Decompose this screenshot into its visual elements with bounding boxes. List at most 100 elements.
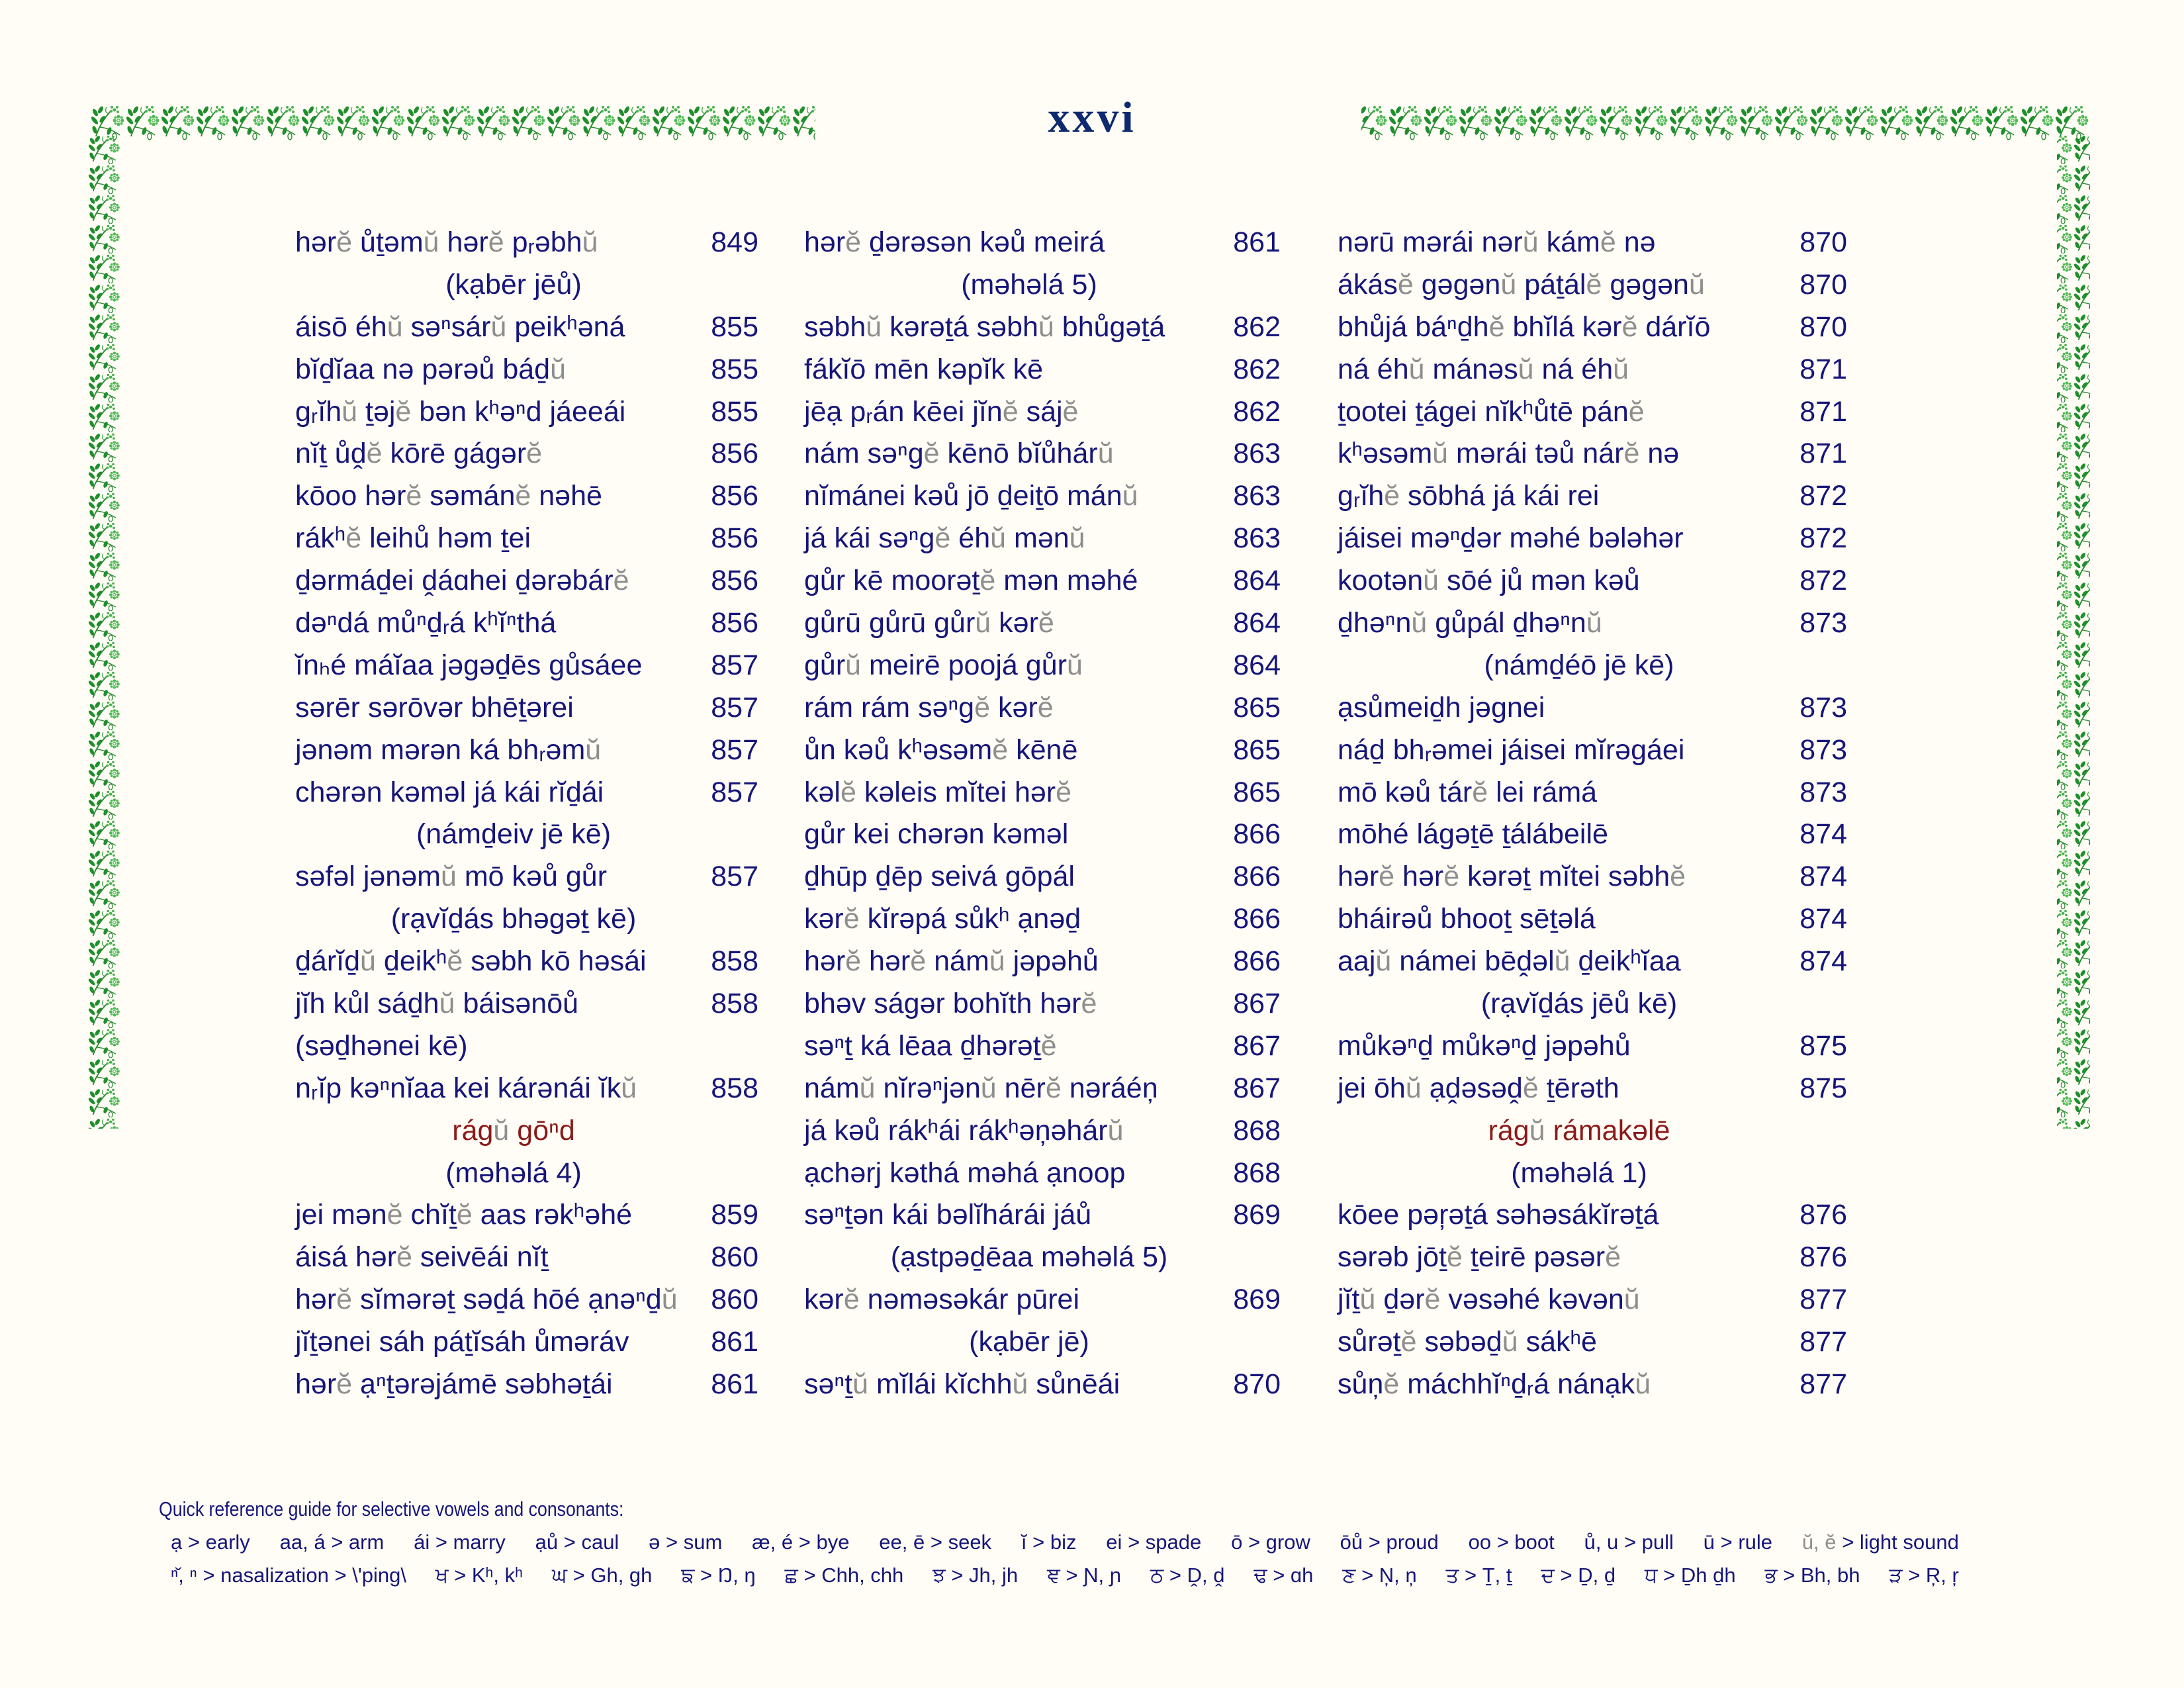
page-reference: 877 [1799, 1368, 1847, 1401]
section-heading: (səḏhənei kē) [295, 1025, 758, 1068]
legend-key: ee, ē [879, 1530, 925, 1554]
legend-item: ə > sum [649, 1530, 722, 1554]
page-reference: 871 [1799, 353, 1847, 385]
legend-key: ŭ, ĕ [1801, 1530, 1837, 1554]
reference-guide-title: Quick reference guide for selective vowe… [159, 1497, 624, 1521]
verse-title: áisá hərĕ seivēái nĭṯ [295, 1241, 549, 1274]
legend-key: ō [1231, 1530, 1243, 1554]
page-reference: 849 [711, 226, 758, 258]
index-entry: gůr kei chərən kəməl 866 [804, 814, 1281, 856]
verse-title: kōoo hərĕ səmánĕ nəhē [295, 480, 602, 512]
page-reference: 867 [1233, 1072, 1281, 1104]
verse-title: já kái səⁿgĕ éhŭ mənŭ [804, 522, 1085, 555]
verse-title: fákĭō mēn kəpĭk kē [804, 353, 1043, 385]
page-reference: 873 [1799, 776, 1847, 808]
index-entry: kootənŭ sōé jů mən kəů 872 [1338, 560, 1847, 602]
legend-key: ੜ [1889, 1564, 1903, 1587]
legend-value: > light sound [1842, 1530, 1959, 1554]
index-entry: jĭṯŭ ḏərĕ vəsəhé kəvənŭ 877 [1338, 1279, 1847, 1321]
page-reference: 856 [711, 565, 758, 597]
legend-item: ạ > early [171, 1530, 250, 1554]
legend-value: > Chh, chh [803, 1564, 904, 1587]
page-reference: 866 [1233, 945, 1281, 978]
index-column-1: hərĕ ůṯəmŭ hərĕ pᵣəbhŭ 849 (kạbēr jēů) áisō… [295, 222, 758, 1406]
verse-title: hərĕ hərĕ kərəṯ mĭtei səbhĕ [1338, 861, 1686, 893]
legend-value: > Gh, gh [572, 1564, 653, 1587]
index-entry: já kəů rákʰái rákʰəņəhárŭ 868 [804, 1110, 1281, 1152]
legend-value: > Ḓ, ḓ [1169, 1564, 1225, 1587]
index-entry: səⁿṯən kái bəlĭhárái jáů 869 [804, 1194, 1281, 1237]
page-reference: 862 [1233, 395, 1281, 428]
page-reference: 870 [1799, 226, 1847, 258]
legend-key: ū [1703, 1530, 1715, 1554]
page-reference: 874 [1799, 861, 1847, 893]
index-entry: rám rám səⁿgĕ kərĕ 865 [804, 687, 1281, 729]
index-entry: ḏárĭḏŭ ḏeikʰĕ səbh kō həsái 858 [295, 941, 758, 983]
verse-title: ạsůmeiḏh jəgnei [1338, 691, 1545, 724]
legend-item: ee, ē > seek [879, 1530, 991, 1554]
index-entry: nĭṯ ůḓĕ kōrē gágərĕ 856 [295, 433, 758, 475]
legend-item: aa, á > arm [280, 1530, 385, 1554]
index-entry: můkəⁿḏ můkəⁿḏ jəpəhů 875 [1338, 1025, 1847, 1068]
index-entry: ḏərmáḏei ḓáɑhei ḏərəbárĕ 856 [295, 560, 758, 602]
verse-title: gůr kē moorəṯĕ mən məhé [804, 565, 1138, 597]
index-entry: sərəb jōṯĕ ṯeirē pəsərĕ 876 [1338, 1237, 1847, 1279]
page-reference: 871 [1799, 438, 1847, 470]
page-reference: 865 [1233, 776, 1281, 808]
index-entry: nərū mərái nərŭ kámĕ nə 870 [1338, 222, 1847, 264]
index-entry: ná éhŭ mánəsŭ ná éhŭ 871 [1338, 349, 1847, 391]
index-entry: hərĕ ůṯəmŭ hərĕ pᵣəbhŭ 849 [295, 222, 758, 264]
index-entry: səfəl jənəmŭ mō kəů gůr 857 [295, 856, 758, 898]
legend-item: ĭ > biz [1021, 1530, 1077, 1554]
page-reference: 857 [711, 691, 758, 724]
verse-title: jei ōhŭ ạḓəsəḓĕ ṯērəth [1338, 1072, 1619, 1104]
legend-key: ਙ [681, 1564, 695, 1587]
legend-value: > nasalization > \'ping\ [203, 1564, 406, 1587]
section-heading: (kạbēr jē) [804, 1321, 1281, 1364]
page-reference: 877 [1799, 1326, 1847, 1358]
page-reference: 860 [711, 1241, 758, 1274]
index-entry: gůrū gůrū gůrŭ kərĕ 864 [804, 602, 1281, 645]
verse-title: jáisei məⁿḏər məhé bələhər [1338, 522, 1684, 555]
index-entry: kʰəsəmŭ mərái təů nárĕ nə 871 [1338, 433, 1847, 475]
legend-value: > Ḏh ḏh [1663, 1564, 1736, 1587]
page-reference: 857 [711, 776, 758, 808]
index-entry: nám səⁿgĕ kēnō bĭůhárŭ 863 [804, 433, 1281, 475]
page-reference: 876 [1799, 1241, 1847, 1274]
index-entry: kōoo hərĕ səmánĕ nəhē 856 [295, 475, 758, 518]
page-reference: 864 [1233, 607, 1281, 639]
page-reference: 876 [1799, 1199, 1847, 1231]
legend-value: > boot [1496, 1530, 1555, 1554]
index-entry: kōee pəŗəṯá səhəsákĭrəṯá 876 [1338, 1194, 1847, 1237]
legend-item: ái > marry [414, 1530, 506, 1554]
index-entry: bhəv ságər bohĭth hərĕ 867 [804, 983, 1281, 1025]
legend-value: > Ņ, ņ [1361, 1564, 1417, 1587]
verse-title: gᵣĭhĕ sōbhá já kái rei [1338, 480, 1600, 512]
legend-key: ਞ [1046, 1564, 1060, 1587]
verse-title: səfəl jənəmŭ mō kəů gůr [295, 861, 608, 893]
page-reference: 858 [711, 945, 758, 978]
index-entry: námŭ nĭrəⁿjənŭ nērĕ nəráéņ 867 [804, 1068, 1281, 1110]
index-entry: kərĕ nəməsəkár pūrei 869 [804, 1279, 1281, 1321]
heading-text: (məhəlá 4) [445, 1156, 582, 1189]
legend-value: > Ṯ, ṯ [1465, 1564, 1512, 1587]
heading-text: (kạbēr jē) [969, 1326, 1089, 1358]
verse-title: hərĕ ḏərəsən kəů meirá [804, 226, 1105, 258]
consonant-legend: ⁿ̌, ⁿ > nasalization > \'ping\ ਖ > Kʰ, kʰ… [159, 1564, 1959, 1588]
index-entry: ĭnₕé máĭaa jəgəḏēs gůsáee 857 [295, 645, 758, 687]
heading-text: (rạvĭḏás jēů kē) [1480, 988, 1678, 1020]
verse-title: səbhŭ kərəṯá səbhŭ bhůgəṯá [804, 310, 1165, 343]
verse-title: ḏhəⁿnŭ gůpál ḏhəⁿnŭ [1338, 607, 1602, 639]
heading-text: (məhəlá 1) [1511, 1156, 1647, 1189]
verse-title: ḏhūp ḏēp seivá gōpál [804, 861, 1075, 893]
page-reference: 857 [711, 733, 758, 766]
verse-title: mō kəů tárĕ lei rámá [1338, 776, 1598, 808]
legend-value: > pull [1623, 1530, 1674, 1554]
legend-key: ei [1106, 1530, 1122, 1554]
page-reference: 856 [711, 480, 758, 512]
verse-title: nám səⁿgĕ kēnō bĭůhárŭ [804, 438, 1114, 470]
page-reference: 867 [1233, 988, 1281, 1020]
index-entry: hərĕ ạⁿṯərəjámē səbhəṯái 861 [295, 1364, 758, 1406]
legend-value: > Jh, jh [951, 1564, 1019, 1587]
index-entry: hərĕ hərĕ námŭ jəpəhů 866 [804, 941, 1281, 983]
